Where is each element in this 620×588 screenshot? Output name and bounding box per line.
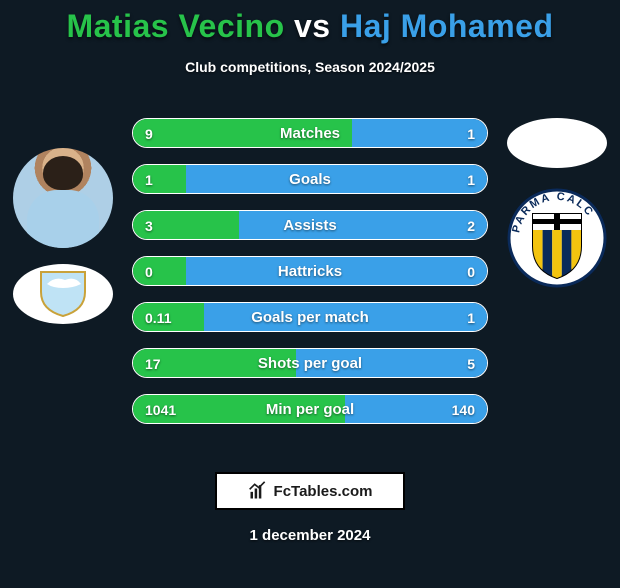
stat-row: 00Hattricks xyxy=(132,256,488,286)
stat-label: Min per goal xyxy=(133,395,487,424)
title-player1: Matias Vecino xyxy=(66,8,284,44)
stat-label: Goals per match xyxy=(133,303,487,332)
title-vs: vs xyxy=(294,8,331,44)
footer-site-text: FcTables.com xyxy=(274,483,373,500)
subtitle: Club competitions, Season 2024/2025 xyxy=(0,59,620,75)
player2-photo-placeholder xyxy=(507,118,607,168)
stat-row: 1041140Min per goal xyxy=(132,394,488,424)
stat-label: Shots per goal xyxy=(133,349,487,378)
player1-column xyxy=(8,148,118,324)
lazio-shield-icon xyxy=(37,270,89,318)
stat-label: Hattricks xyxy=(133,257,487,286)
player1-photo xyxy=(13,148,113,248)
footer-site-badge: FcTables.com xyxy=(215,472,405,510)
player2-club-logo: PARMA CALC xyxy=(507,188,607,288)
stat-row: 91Matches xyxy=(132,118,488,148)
stat-row: 11Goals xyxy=(132,164,488,194)
chart-icon xyxy=(248,481,268,501)
parma-shield-icon: PARMA CALC xyxy=(507,188,607,288)
stat-label: Goals xyxy=(133,165,487,194)
title-player2: Haj Mohamed xyxy=(340,8,554,44)
footer-date: 1 december 2024 xyxy=(0,527,620,544)
player2-column: PARMA CALC xyxy=(502,118,612,288)
stat-bars: 91Matches 11Goals 32Assists 00Hattricks 0.11… xyxy=(132,118,488,440)
stat-row: 32Assists xyxy=(132,210,488,240)
stat-label: Matches xyxy=(133,119,487,148)
stat-label: Assists xyxy=(133,211,487,240)
player1-club-logo xyxy=(13,264,113,324)
stat-row: 0.111Goals per match xyxy=(132,302,488,332)
page-title: Matias Vecino vs Haj Mohamed xyxy=(0,8,620,45)
stat-row: 175Shots per goal xyxy=(132,348,488,378)
